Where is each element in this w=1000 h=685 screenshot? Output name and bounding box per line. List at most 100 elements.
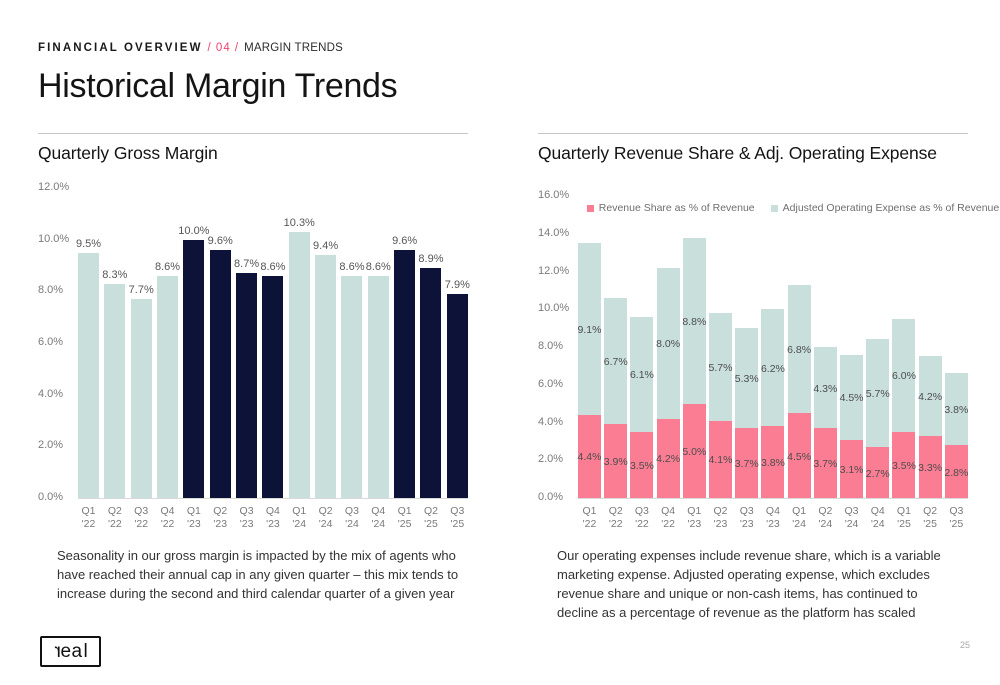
x-axis-label: Q3'24 <box>344 505 359 531</box>
y-axis-tick: 0.0% <box>38 491 64 503</box>
bar <box>262 275 284 498</box>
bar-column: 8.6% <box>154 188 181 498</box>
bar-segment-revenue-share <box>918 435 942 498</box>
bar-value-label: 9.6% <box>392 235 418 247</box>
x-axis-label: Q1'23 <box>687 505 702 531</box>
bar-column: 5.0% 8.8% <box>682 196 707 498</box>
bar <box>236 273 258 498</box>
segment-value-label: 3.5% <box>629 459 654 472</box>
bar-segment-revenue-share <box>630 431 654 498</box>
segment-value-label: 4.2% <box>656 453 681 466</box>
breadcrumb-section-number: / 04 / <box>207 42 240 54</box>
y-axis-tick: 8.0% <box>538 340 564 352</box>
bar-segment-revenue-share <box>944 445 968 498</box>
bar-column: 8.6% <box>339 188 364 498</box>
bar <box>78 252 99 498</box>
bar-segment-adj-opex <box>918 356 942 436</box>
bar <box>183 239 205 498</box>
bar-column: 3.7% 5.3% <box>735 196 759 498</box>
y-axis-tick: 8.0% <box>38 284 64 297</box>
bar-column: 3.9% 6.7% <box>603 196 628 498</box>
bar-value-label: 9.5% <box>75 237 102 250</box>
segment-value-label: 6.7% <box>603 356 628 369</box>
x-axis-label: Q3'22 <box>134 505 149 531</box>
bar-segment-revenue-share <box>578 414 601 498</box>
y-axis-tick: 2.0% <box>538 453 564 466</box>
y-axis-tick: 2.0% <box>38 439 64 452</box>
breadcrumb-subsection: MARGIN TRENDS <box>244 42 343 54</box>
segment-value-label: 3.5% <box>891 459 916 472</box>
bar-segment-adj-opex <box>813 347 837 429</box>
bar <box>394 250 416 498</box>
bar-column: 7.9% <box>445 188 470 498</box>
bar <box>315 255 337 498</box>
y-axis-tick: 16.0% <box>538 189 570 201</box>
bar-segment-adj-opex <box>604 297 628 425</box>
x-axis-label: Q4'24 <box>371 505 386 531</box>
x-axis-label: Q3'25 <box>450 505 465 531</box>
bar-value-label: 9.4% <box>313 240 339 253</box>
plot-area: Revenue Share as % of Revenue Adjusted Op… <box>577 196 999 499</box>
segment-value-label: 6.0% <box>891 370 916 383</box>
y-axis-tick: 6.0% <box>38 336 64 348</box>
segment-value-label: 4.2% <box>918 391 943 404</box>
bar-segment-adj-opex <box>892 318 916 432</box>
bar-column: 2.7% 5.7% <box>865 196 890 498</box>
bar-segment-adj-opex <box>735 328 759 429</box>
x-axis-label: Q1'25 <box>896 505 911 531</box>
x-axis-label: Q1'24 <box>792 505 807 531</box>
bar-segment-revenue-share <box>735 428 759 498</box>
bar-column: 7.7% <box>128 188 154 498</box>
bar-segment-adj-opex <box>630 316 654 432</box>
bar-segment-revenue-share <box>761 426 785 498</box>
page-number: 25 <box>959 640 970 650</box>
bar-column: 2.8% 3.8% <box>944 196 968 498</box>
bar-segment-adj-opex <box>578 243 601 415</box>
x-axis-label: Q4'22 <box>661 505 676 531</box>
x-axis: Q1'22 Q2'22 Q3'22 Q4'22 Q1'23 Q2'23 Q3'23 Q4'23… <box>78 505 468 531</box>
bar-value-label: 8.6% <box>154 260 181 273</box>
bar-column: 9.6% <box>207 188 233 498</box>
x-axis: Q1'22 Q2'22 Q3'22 Q4'22 Q1'23 Q2'23 Q3'23 Q4'23… <box>578 505 968 531</box>
bar-column: 8.6% <box>260 188 285 498</box>
segment-value-label: 5.0% <box>682 445 707 458</box>
bar-segment-adj-opex <box>787 284 811 414</box>
teal-legend-swatch <box>770 204 778 212</box>
segment-value-label: 5.7% <box>865 388 890 401</box>
bar-column: 8.3% <box>102 188 128 498</box>
x-axis-label: Q2'25 <box>423 505 438 531</box>
bar <box>446 293 468 498</box>
bar-column: 3.1% 4.5% <box>840 196 864 498</box>
bar-column: 4.1% 5.7% <box>709 196 732 498</box>
slide-header: FINANCIAL OVERVIEW / 04 / MARGIN TRENDS Hi… <box>38 42 398 106</box>
segment-value-label: 8.8% <box>682 315 707 328</box>
y-axis-tick: 4.0% <box>38 387 64 400</box>
segment-value-label: 9.1% <box>577 324 602 337</box>
bar-column: 9.5% <box>75 188 102 498</box>
bar-value-label: 7.7% <box>128 284 154 297</box>
x-axis-label: Q3'22 <box>634 505 649 531</box>
bar <box>157 275 179 498</box>
segment-value-label: 6.1% <box>629 369 654 382</box>
x-axis-label: Q4'23 <box>265 505 280 531</box>
bar <box>288 231 310 498</box>
segment-value-label: 4.3% <box>813 382 838 395</box>
y-axis-tick: 6.0% <box>538 377 564 390</box>
bar-column: 4.2% 8.0% <box>656 196 681 498</box>
x-axis-label: Q4'24 <box>870 505 885 531</box>
revenue-share-opex-caption: Our operating expenses include revenue s… <box>557 548 941 620</box>
bar <box>104 283 126 498</box>
page-title: Historical Margin Trends <box>38 67 398 105</box>
x-axis-label: Q1'24 <box>292 505 307 531</box>
bar-value-label: 8.3% <box>102 268 128 281</box>
revenue-share-opex-panel: Quarterly Revenue Share & Adj. Operating… <box>538 133 999 623</box>
bar-value-label: 9.6% <box>207 235 233 247</box>
bar <box>420 268 442 498</box>
bar <box>209 250 231 498</box>
bar <box>341 275 363 498</box>
bar-segment-revenue-share <box>813 428 837 498</box>
bar-column: 8.6% <box>366 188 391 498</box>
bar-segment-adj-opex <box>656 267 680 419</box>
segment-value-label: 3.8% <box>760 457 785 470</box>
